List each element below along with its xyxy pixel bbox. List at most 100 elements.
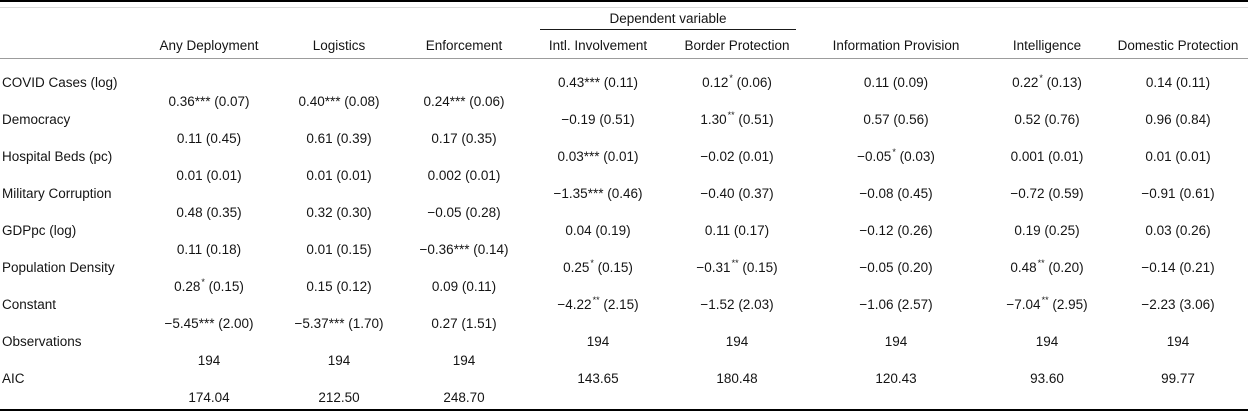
row-label-cell: Hospital Beds (pc): [0, 148, 140, 185]
row-label-cell: Observations: [0, 333, 140, 370]
value-cell: −1.35*** (0.46): [528, 185, 668, 222]
row-label-cell: AIC: [0, 370, 140, 407]
significance-stars: **: [727, 110, 735, 120]
cell-value: 248.70: [443, 389, 485, 405]
spanner-row: Dependent variable: [0, 8, 1248, 32]
value-cell: 0.28* (0.15): [140, 259, 278, 296]
header-row: Any Deployment Logistics Enforcement Intl. …: [0, 32, 1248, 59]
cell-value: −1.06 (2.57): [859, 297, 933, 312]
value-cell: 0.11 (0.17): [668, 222, 806, 259]
table-body: COVID Cases (log) 0.36*** (0.07) 0.40*** (…: [0, 59, 1248, 408]
value-cell: 0.17 (0.35): [400, 111, 528, 148]
value-cell: 0.03*** (0.01): [528, 148, 668, 185]
cell-value: 0.15 (0.12): [306, 278, 372, 294]
cell-value: −0.08 (0.45): [859, 186, 933, 201]
cell-value: 0.48 (0.35): [176, 204, 242, 220]
column-header: Enforcement: [400, 32, 528, 59]
cell-value: 0.28* (0.15): [174, 276, 244, 294]
value-cell: 194: [1108, 333, 1248, 370]
significance-stars: *: [729, 73, 733, 83]
cell-value: 0.04 (0.19): [565, 223, 631, 238]
cell-value: −1.52 (2.03): [700, 297, 774, 312]
value-cell: 0.61 (0.39): [278, 111, 400, 148]
column-header: Logistics: [278, 32, 400, 59]
cell-value: −2.23 (3.06): [1141, 297, 1215, 312]
cell-value: 0.43*** (0.11): [557, 75, 639, 90]
value-cell: −0.72 (0.59): [986, 185, 1108, 222]
value-cell: −0.12 (0.26): [806, 222, 986, 259]
column-header: Any Deployment: [140, 32, 278, 59]
value-cell: −0.40 (0.37): [668, 185, 806, 222]
cell-value: −0.12 (0.26): [859, 223, 933, 238]
cell-value: −0.40 (0.37): [700, 186, 774, 201]
spanner-cell: Dependent variable: [528, 8, 806, 32]
significance-stars: *: [201, 276, 205, 287]
cell-value: 0.03 (0.26): [1145, 223, 1211, 238]
cell-value: −0.05* (0.03): [857, 147, 935, 165]
row-label: Hospital Beds (pc): [2, 149, 113, 164]
cell-value: 0.61 (0.39): [306, 130, 372, 146]
row-label: Democracy: [2, 112, 71, 127]
cell-value: 194: [197, 352, 221, 368]
cell-value: 0.17 (0.35): [431, 130, 497, 146]
cell-value: −1.35*** (0.46): [553, 186, 643, 201]
value-cell: −7.04** (2.95): [986, 296, 1108, 333]
value-cell: 0.11 (0.18): [140, 222, 278, 259]
value-cell: 194: [986, 333, 1108, 370]
cell-value: 0.11 (0.18): [176, 241, 242, 257]
column-header: Border Protection: [668, 32, 806, 59]
cell-value: 1.30** (0.51): [700, 110, 774, 128]
cell-value: 0.09 (0.11): [431, 278, 497, 294]
significance-stars: **: [731, 258, 739, 268]
column-header: Information Provision: [806, 32, 986, 59]
value-cell: 0.03 (0.26): [1108, 222, 1248, 259]
table-row: Military Corruption 0.48 (0.35) 0.32 (0.30…: [0, 185, 1248, 222]
cell-value: 0.48** (0.20): [1010, 258, 1084, 276]
value-cell: 0.01 (0.01): [140, 148, 278, 185]
cell-value: 93.60: [1030, 371, 1064, 386]
significance-stars: *: [1039, 73, 1043, 83]
cell-value: 0.27 (1.51): [431, 315, 497, 331]
value-cell: 194: [278, 333, 400, 370]
value-cell: 0.01 (0.01): [278, 148, 400, 185]
value-cell: −0.05* (0.03): [806, 148, 986, 185]
value-cell: 0.15 (0.12): [278, 259, 400, 296]
row-label-cell: GDPpc (log): [0, 222, 140, 259]
cell-value: 0.40*** (0.08): [298, 93, 380, 109]
row-label-header: [0, 32, 140, 59]
cell-value: 0.01 (0.01): [306, 167, 372, 183]
cell-value: −0.02 (0.01): [700, 149, 774, 164]
table-row: AIC 174.04 212.50 248.70 143.65 180.48 120.43 9…: [0, 370, 1248, 407]
cell-value: 194: [1166, 334, 1190, 349]
cell-value: 0.36*** (0.07): [168, 93, 250, 109]
table-row: Democracy 0.11 (0.45) 0.61 (0.39) 0.17 (0.3…: [0, 111, 1248, 148]
cell-value: 0.01 (0.01): [1145, 149, 1211, 164]
value-cell: 194: [140, 333, 278, 370]
value-cell: −5.45*** (2.00): [140, 296, 278, 333]
cell-value: 0.03*** (0.01): [557, 149, 639, 164]
value-cell: −1.06 (2.57): [806, 296, 986, 333]
significance-stars: **: [1037, 258, 1045, 268]
row-label: Population Density: [2, 260, 115, 275]
value-cell: 0.22* (0.13): [986, 59, 1108, 112]
cell-value: −0.36*** (0.14): [419, 241, 509, 257]
value-cell: 0.04 (0.19): [528, 222, 668, 259]
value-cell: −0.08 (0.45): [806, 185, 986, 222]
value-cell: 0.52 (0.76): [986, 111, 1108, 148]
cell-value: 120.43: [875, 371, 917, 386]
value-cell: 0.11 (0.09): [806, 59, 986, 112]
value-cell: 0.96 (0.84): [1108, 111, 1248, 148]
value-cell: 0.14 (0.11): [1108, 59, 1248, 112]
cell-value: 99.77: [1161, 371, 1195, 386]
value-cell: −0.05 (0.20): [806, 259, 986, 296]
row-label: AIC: [2, 371, 25, 386]
cell-value: 0.22* (0.13): [1012, 73, 1082, 91]
table-row: Population Density 0.28* (0.15) 0.15 (0.12…: [0, 259, 1248, 296]
value-cell: 0.11 (0.45): [140, 111, 278, 148]
value-cell: 180.48: [668, 370, 806, 407]
value-cell: −0.36*** (0.14): [400, 222, 528, 259]
row-label: COVID Cases (log): [2, 75, 118, 90]
significance-stars: *: [590, 258, 594, 268]
cell-value: −0.19 (0.51): [561, 112, 635, 127]
